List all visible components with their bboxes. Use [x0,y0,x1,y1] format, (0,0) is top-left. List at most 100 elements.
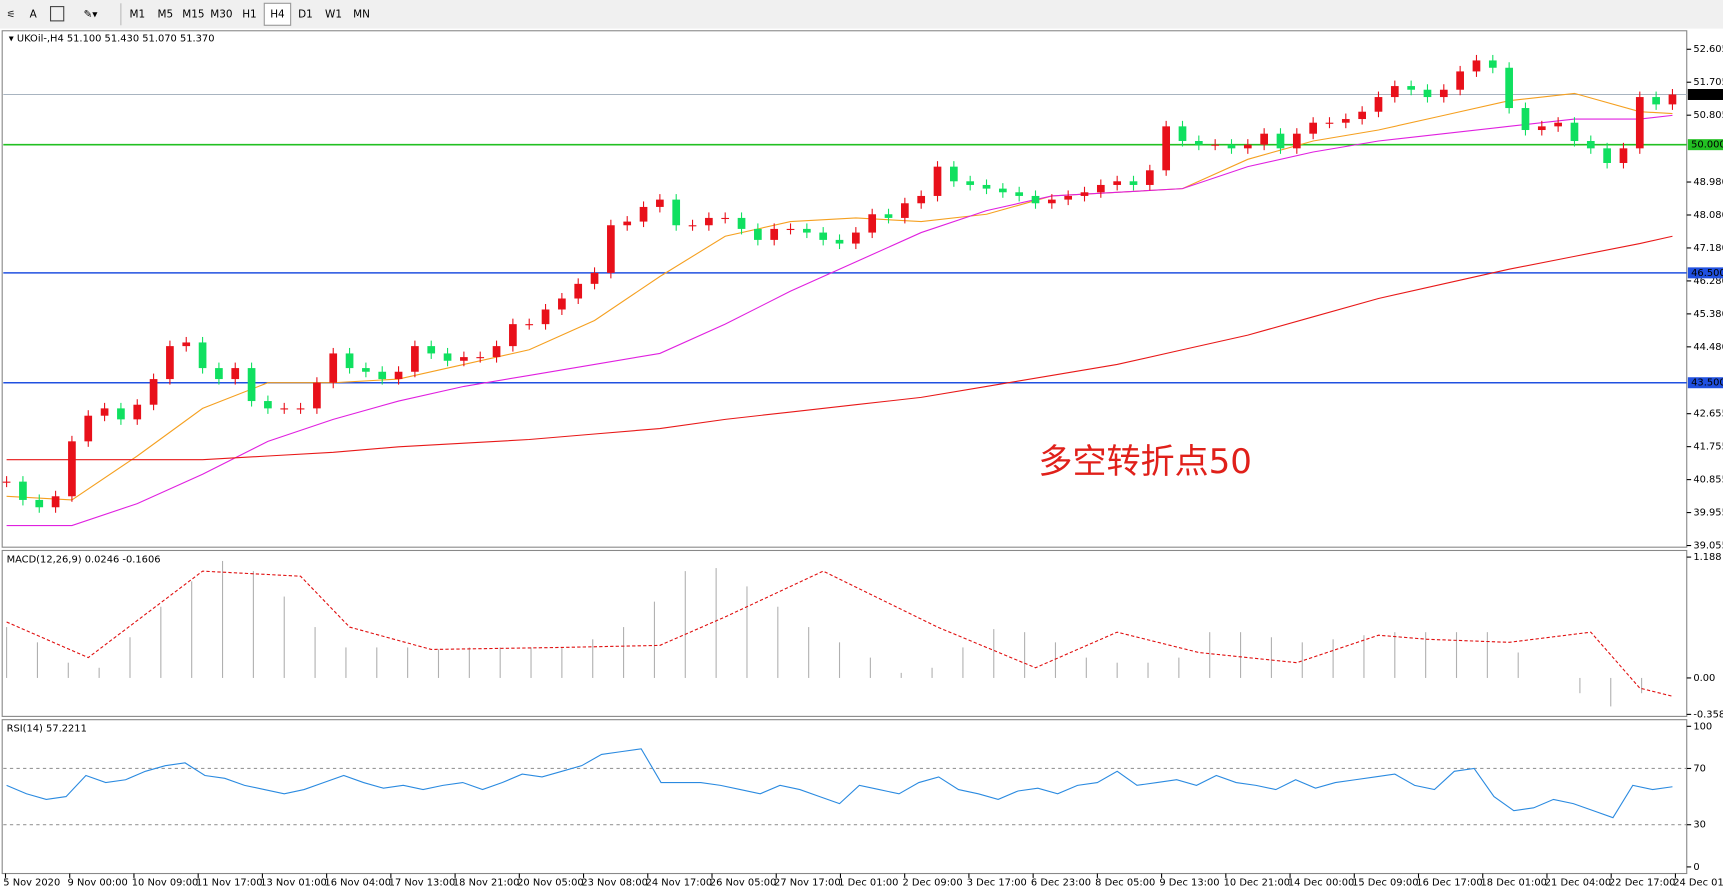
candle-body [525,324,534,326]
time-label: 5 Nov 2020 [3,877,60,888]
candle-body [1080,192,1089,196]
candle-body [1015,192,1024,196]
period-button[interactable] [263,2,292,26]
candle-body [1145,170,1154,185]
candle-body [280,408,289,410]
period-button[interactable] [292,3,319,26]
period-label[interactable]: MN [353,8,370,20]
candle-body [1521,108,1530,131]
candle-body [786,228,795,231]
time-label: 16 Dec 17:00 [1416,877,1482,888]
period-button[interactable] [348,3,375,26]
header-text: UKOil-,H4 51.100 51.430 51.070 51.370 [17,33,215,44]
period-label[interactable]: M1 [130,8,146,20]
candle-body [1227,144,1236,149]
time-label: 16 Nov 04:00 [324,877,391,888]
time-label: 20 Nov 05:00 [517,877,584,888]
axis-label: 48.080 [1693,210,1723,221]
time-label: 21 Dec 04:00 [1545,877,1611,888]
tool-shapes[interactable]: ✎▾ [84,8,99,20]
candle-body [1554,122,1562,127]
period-button[interactable] [320,3,347,26]
candle-body [590,272,599,284]
candle-body [296,408,305,410]
period-label[interactable]: H1 [242,8,256,20]
time-label: 24 Dec 01:00 [1673,877,1723,888]
candle-body [166,346,174,380]
candle-body [917,195,926,204]
level-label: 51.370 [1691,89,1723,100]
candle-body [998,188,1007,193]
candle-body [1603,148,1611,163]
axis-label: 0.00 [1693,673,1715,684]
candle-body [1260,133,1268,145]
time-label: 23 Nov 08:00 [581,877,648,888]
candle-body [100,408,109,416]
period-button[interactable] [180,3,207,26]
candle-body [868,214,877,233]
candle-body [427,346,436,354]
period-button[interactable] [124,3,151,26]
axis-label: 45.380 [1693,309,1723,320]
candle-body [1390,86,1399,98]
candle-body [329,353,338,383]
period-label[interactable]: D1 [298,8,313,20]
period-label[interactable]: M5 [158,8,174,20]
candle-body [1325,122,1334,124]
macd-label: MACD(12,26,9) 0.0246 -0.1606 [7,554,161,565]
period-label[interactable]: H4 [270,8,285,20]
time-label: 24 Nov 17:00 [646,877,713,888]
time-label: 11 Nov 17:00 [196,877,263,888]
candle-body [460,357,468,361]
candle-body [313,382,321,409]
candle-body [1619,148,1628,163]
period-label[interactable]: M30 [210,8,232,20]
time-label: 13 Nov 01:00 [260,877,327,888]
candle-body [1292,133,1301,149]
candle-body [819,232,828,240]
candle-body [1439,89,1448,98]
period-button[interactable] [236,3,263,26]
price-panel [1,30,1688,548]
candle-body [1407,86,1415,90]
time-label: 9 Nov 00:00 [68,877,128,888]
candle-body [639,206,648,222]
moving-average [6,92,1673,501]
candle-body [1211,144,1220,146]
candle-body [215,368,223,380]
time-label: 18 Dec 01:00 [1481,877,1547,888]
candle-body [247,368,256,402]
candle-body [1488,60,1497,68]
candle-body [1064,195,1073,200]
axis-label: 46.280 [1693,276,1723,287]
tool-textlabel[interactable] [49,6,65,22]
candle-body [231,368,240,380]
candle-body [35,499,44,508]
candle-body [574,283,583,299]
candle-body [84,415,93,442]
period-button[interactable] [152,3,179,26]
candle-body [509,324,517,347]
level-label: 50.000 [1691,140,1723,151]
candle-body [345,353,354,369]
candle-body [688,225,697,227]
tool-icon[interactable]: ⚟ [7,9,16,20]
axis-label: 0 [1693,862,1699,873]
rsi-line [6,748,1673,819]
candle-body [394,371,403,380]
axis-label: 51.705 [1693,77,1723,88]
candle-body [264,401,272,409]
axis-label: 44.480 [1693,342,1723,353]
axis-label: 50.805 [1693,110,1723,121]
period-label[interactable]: W1 [325,8,342,20]
period-button[interactable] [208,3,235,26]
axis-label: -0.3582 [1693,709,1723,720]
period-label[interactable]: M15 [182,8,204,20]
candle-body [1358,111,1366,120]
axis-label: 39.955 [1693,508,1723,519]
candle-body [770,228,779,240]
candle-body [705,217,713,226]
candle-body [182,342,191,347]
candle-body [1505,67,1513,109]
tool-text[interactable]: A [30,8,38,20]
